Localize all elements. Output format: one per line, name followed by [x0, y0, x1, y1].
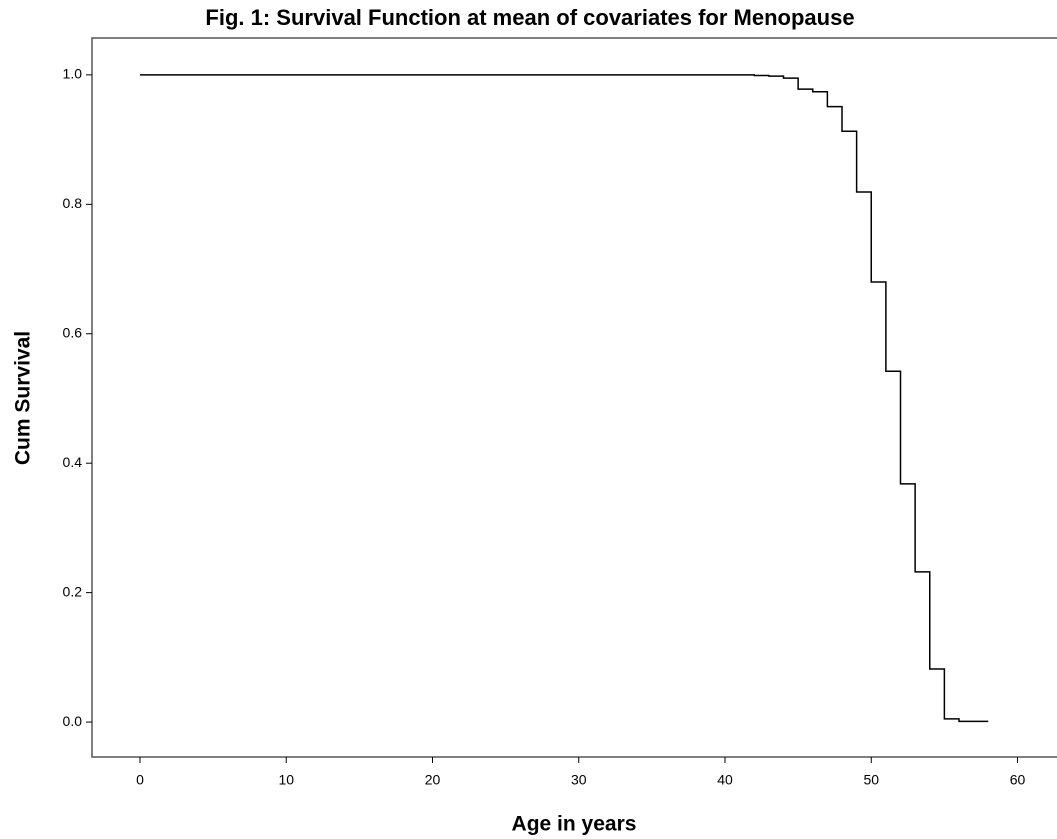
y-tick-label: 1.0 — [63, 66, 83, 82]
y-tick-label: 0.8 — [63, 195, 83, 211]
y-tick-label: 0.6 — [63, 324, 83, 340]
x-axis-label: Age in years — [512, 813, 637, 836]
x-tick-label: 30 — [571, 772, 587, 788]
chart-title: Fig. 1: Survival Function at mean of cov… — [205, 5, 854, 30]
y-tick-label: 0.4 — [63, 454, 83, 470]
y-tick-label: 0.2 — [63, 583, 83, 599]
x-tick-label: 10 — [278, 772, 294, 788]
x-tick-label: 0 — [136, 772, 144, 788]
survival-line — [139, 74, 989, 723]
y-tick-label: 0.0 — [63, 713, 83, 729]
x-tick-label: 50 — [863, 772, 879, 788]
x-tick-label: 60 — [1010, 772, 1026, 788]
plot-frame — [91, 37, 1057, 758]
y-axis-label: Cum Survival — [12, 331, 35, 465]
x-tick-label: 20 — [425, 772, 441, 788]
x-tick-label: 40 — [717, 772, 733, 788]
